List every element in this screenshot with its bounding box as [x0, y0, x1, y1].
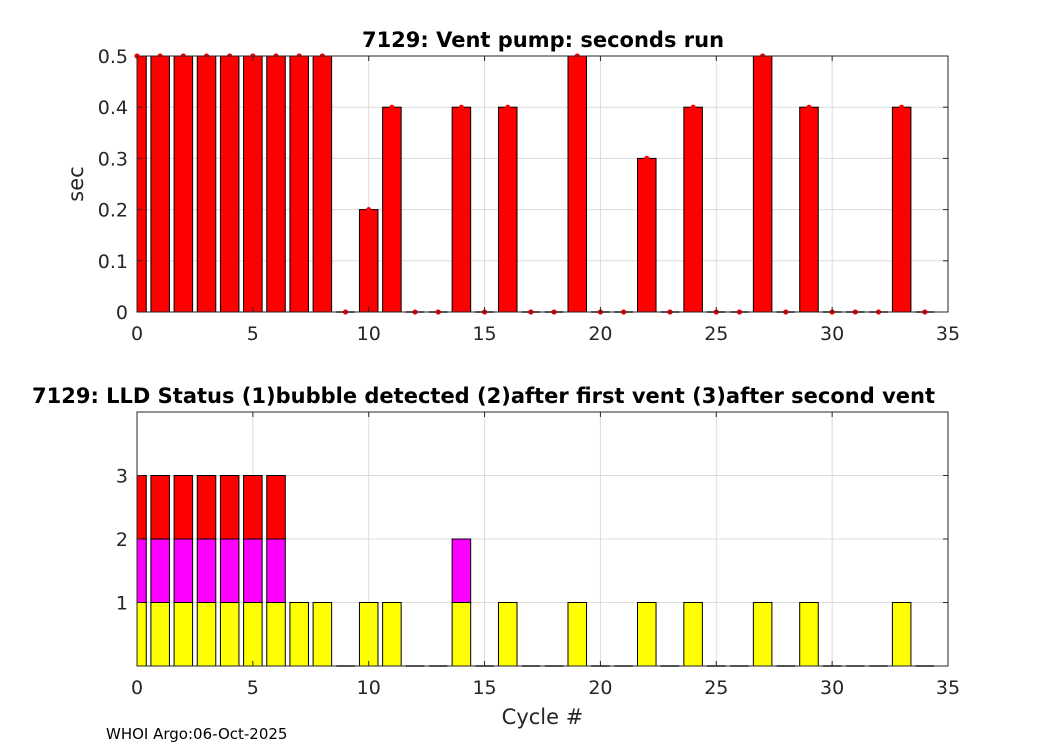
- bar: [683, 106, 703, 313]
- x-tick-label: 25: [704, 677, 728, 699]
- y-tick-label: 0.2: [98, 200, 128, 222]
- bar: [799, 106, 819, 313]
- bar: [136, 55, 147, 313]
- chart-title: 7129: LLD Status (1)bubble detected (2)a…: [32, 384, 935, 408]
- bar: [219, 55, 240, 313]
- x-tick-label: 35: [936, 323, 960, 345]
- vent-pump-chart: 0 5 10 15 20 25 30 35 0 0.1 0.2 0.3 0.4 0.5 7129: Vent…: [64, 28, 960, 345]
- bar: [150, 55, 170, 313]
- bar: [196, 55, 217, 313]
- bar-segment-bubble-detected: [891, 602, 912, 667]
- bar-segment-after-second-vent: [266, 475, 286, 540]
- y-axis-label: sec: [64, 166, 88, 201]
- data-point-marker: [458, 104, 464, 110]
- bar-segment-bubble-detected: [196, 602, 217, 667]
- bar-segment-after-first-vent: [451, 538, 472, 603]
- y-tick-label: 0.4: [98, 97, 128, 119]
- x-axis-label: Cycle #: [502, 705, 584, 729]
- data-point-marker: [505, 104, 511, 110]
- x-tick-label: 20: [588, 677, 612, 699]
- bar: [637, 157, 657, 313]
- x-tick-label: 5: [247, 323, 259, 345]
- bar: [289, 55, 309, 313]
- data-point-marker: [389, 104, 395, 110]
- bar-segment-bubble-detected: [497, 602, 518, 667]
- footer-credit: WHOI Argo:06-Oct-2025: [106, 725, 288, 743]
- bar: [358, 209, 379, 313]
- bar: [752, 55, 773, 313]
- bar: [173, 55, 194, 313]
- bar-segment-bubble-detected: [752, 602, 773, 667]
- bar: [891, 106, 912, 313]
- x-tick-label: 15: [472, 323, 496, 345]
- bar-segment-bubble-detected: [150, 602, 170, 667]
- bar: [266, 55, 286, 313]
- bar-segment-bubble-detected: [382, 602, 402, 667]
- bar: [312, 55, 333, 313]
- bar-segment-after-second-vent: [150, 475, 170, 540]
- bar-segment-after-second-vent: [196, 475, 217, 540]
- data-point-marker: [366, 207, 372, 213]
- x-tick-label: 30: [820, 677, 844, 699]
- bar-segment-bubble-detected: [243, 602, 263, 667]
- data-point-marker: [899, 104, 905, 110]
- bar-segment-after-first-vent: [243, 538, 263, 603]
- bar-segment-after-second-vent: [219, 475, 240, 540]
- lld-status-chart: 0 5 10 15 20 25 30 35 1 2 3 7129: LLD Status (1)bub…: [32, 384, 960, 729]
- x-tick-label: 10: [357, 323, 381, 345]
- bar-segment-bubble-detected: [289, 602, 309, 667]
- bar-segment-after-first-vent: [196, 538, 217, 603]
- y-tick-label: 0: [116, 302, 128, 324]
- bar-segment-after-first-vent: [173, 538, 194, 603]
- x-tick-label: 30: [820, 323, 844, 345]
- bar-segment-after-second-vent: [173, 475, 194, 540]
- bar-segment-bubble-detected: [451, 602, 472, 667]
- bar: [243, 55, 263, 313]
- x-tick-label: 35: [936, 677, 960, 699]
- x-tick-label: 25: [704, 323, 728, 345]
- bar-segment-bubble-detected: [312, 602, 333, 667]
- bar-segment-after-first-vent: [266, 538, 286, 603]
- bar: [451, 106, 472, 313]
- data-point-marker: [644, 155, 650, 161]
- x-tick-label: 0: [131, 677, 143, 699]
- y-tick-label: 0.1: [98, 251, 128, 273]
- bar-segment-bubble-detected: [637, 602, 657, 667]
- y-tick-label: 3: [116, 466, 128, 488]
- x-tick-label: 10: [357, 677, 381, 699]
- bar-segment-bubble-detected: [219, 602, 240, 667]
- bar-segment-after-second-vent: [243, 475, 263, 540]
- x-tick-label: 5: [247, 677, 259, 699]
- y-tick-label: 2: [116, 529, 128, 551]
- data-point-marker: [690, 104, 696, 110]
- bar: [382, 106, 402, 313]
- x-tick-label: 20: [588, 323, 612, 345]
- bar-segment-bubble-detected: [567, 602, 588, 667]
- bar-segment-bubble-detected: [173, 602, 194, 667]
- bar-segment-bubble-detected: [358, 602, 379, 667]
- y-tick-label: 0.3: [98, 148, 128, 170]
- bar-segment-after-first-vent: [150, 538, 170, 603]
- bar-segment-after-second-vent: [136, 475, 147, 540]
- bar-segment-bubble-detected: [799, 602, 819, 667]
- x-tick-label: 15: [472, 677, 496, 699]
- bar-segment-bubble-detected: [266, 602, 286, 667]
- bar-segment-bubble-detected: [136, 602, 147, 667]
- bar-segment-after-first-vent: [219, 538, 240, 603]
- data-point-marker: [806, 104, 812, 110]
- axes-box: [136, 55, 949, 313]
- bar: [567, 55, 588, 313]
- y-tick-label: 1: [116, 593, 128, 615]
- bar-segment-after-first-vent: [136, 538, 147, 603]
- bar-segment-bubble-detected: [683, 602, 703, 667]
- bar: [497, 106, 518, 313]
- y-tick-label: 0.5: [98, 46, 128, 68]
- x-tick-label: 0: [131, 323, 143, 345]
- chart-title: 7129: Vent pump: seconds run: [362, 28, 724, 52]
